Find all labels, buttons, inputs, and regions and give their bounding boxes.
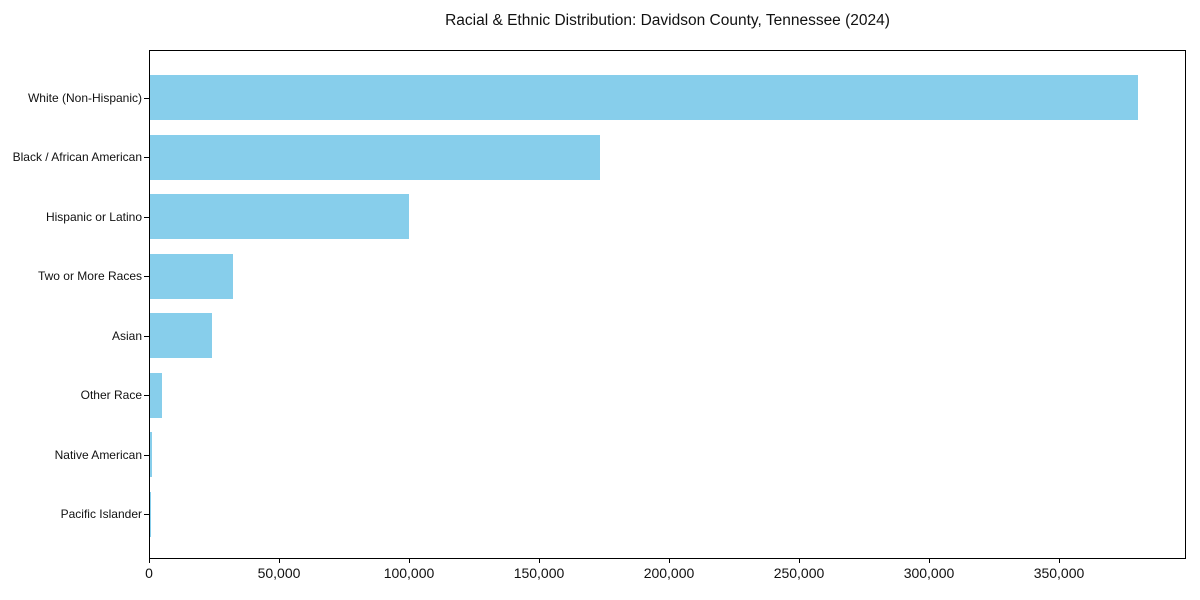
bar: [150, 194, 409, 240]
x-tick-label: 100,000: [383, 565, 435, 581]
y-tick-mark: [144, 157, 149, 158]
y-tick-label: Native American: [54, 447, 142, 462]
y-tick-label: Hispanic or Latino: [45, 209, 142, 224]
bar: [150, 75, 1138, 120]
x-tick-mark: [669, 559, 670, 563]
x-tick-label: 150,000: [513, 565, 565, 581]
y-tick-label: Other Race: [80, 388, 142, 403]
y-tick-label: Two or More Races: [37, 269, 142, 284]
bar: [150, 134, 600, 180]
bar: [150, 432, 152, 478]
y-tick-label: Asian: [111, 328, 142, 343]
x-tick-label: 300,000: [903, 565, 955, 581]
x-tick-mark: [799, 559, 800, 563]
x-tick-mark: [1059, 559, 1060, 563]
y-tick-label: Pacific Islander: [60, 507, 142, 522]
x-tick-label: 200,000: [643, 565, 695, 581]
y-tick-mark: [144, 514, 149, 515]
y-tick-mark: [144, 276, 149, 277]
x-tick-mark: [279, 559, 280, 563]
y-tick-label: Black / African American: [12, 150, 142, 165]
x-tick-mark: [149, 559, 150, 563]
bar: [150, 491, 151, 537]
x-tick-mark: [929, 559, 930, 563]
bar: [150, 313, 213, 359]
y-tick-mark: [144, 217, 149, 218]
y-tick-mark: [144, 98, 149, 99]
x-tick-label: 350,000: [1033, 565, 1085, 581]
x-tick-label: 50,000: [257, 565, 301, 581]
y-tick-mark: [144, 455, 149, 456]
x-tick-mark: [539, 559, 540, 563]
bar: [150, 253, 234, 299]
bar: [150, 372, 162, 418]
chart-title: Racial & Ethnic Distribution: Davidson C…: [445, 12, 890, 29]
y-tick-mark: [144, 395, 149, 396]
x-tick-label: 0: [145, 565, 153, 581]
y-tick-label: White (Non-Hispanic): [27, 90, 142, 105]
plot-area: [149, 50, 1186, 559]
y-tick-mark: [144, 336, 149, 337]
x-tick-mark: [409, 559, 410, 563]
x-tick-label: 250,000: [773, 565, 825, 581]
